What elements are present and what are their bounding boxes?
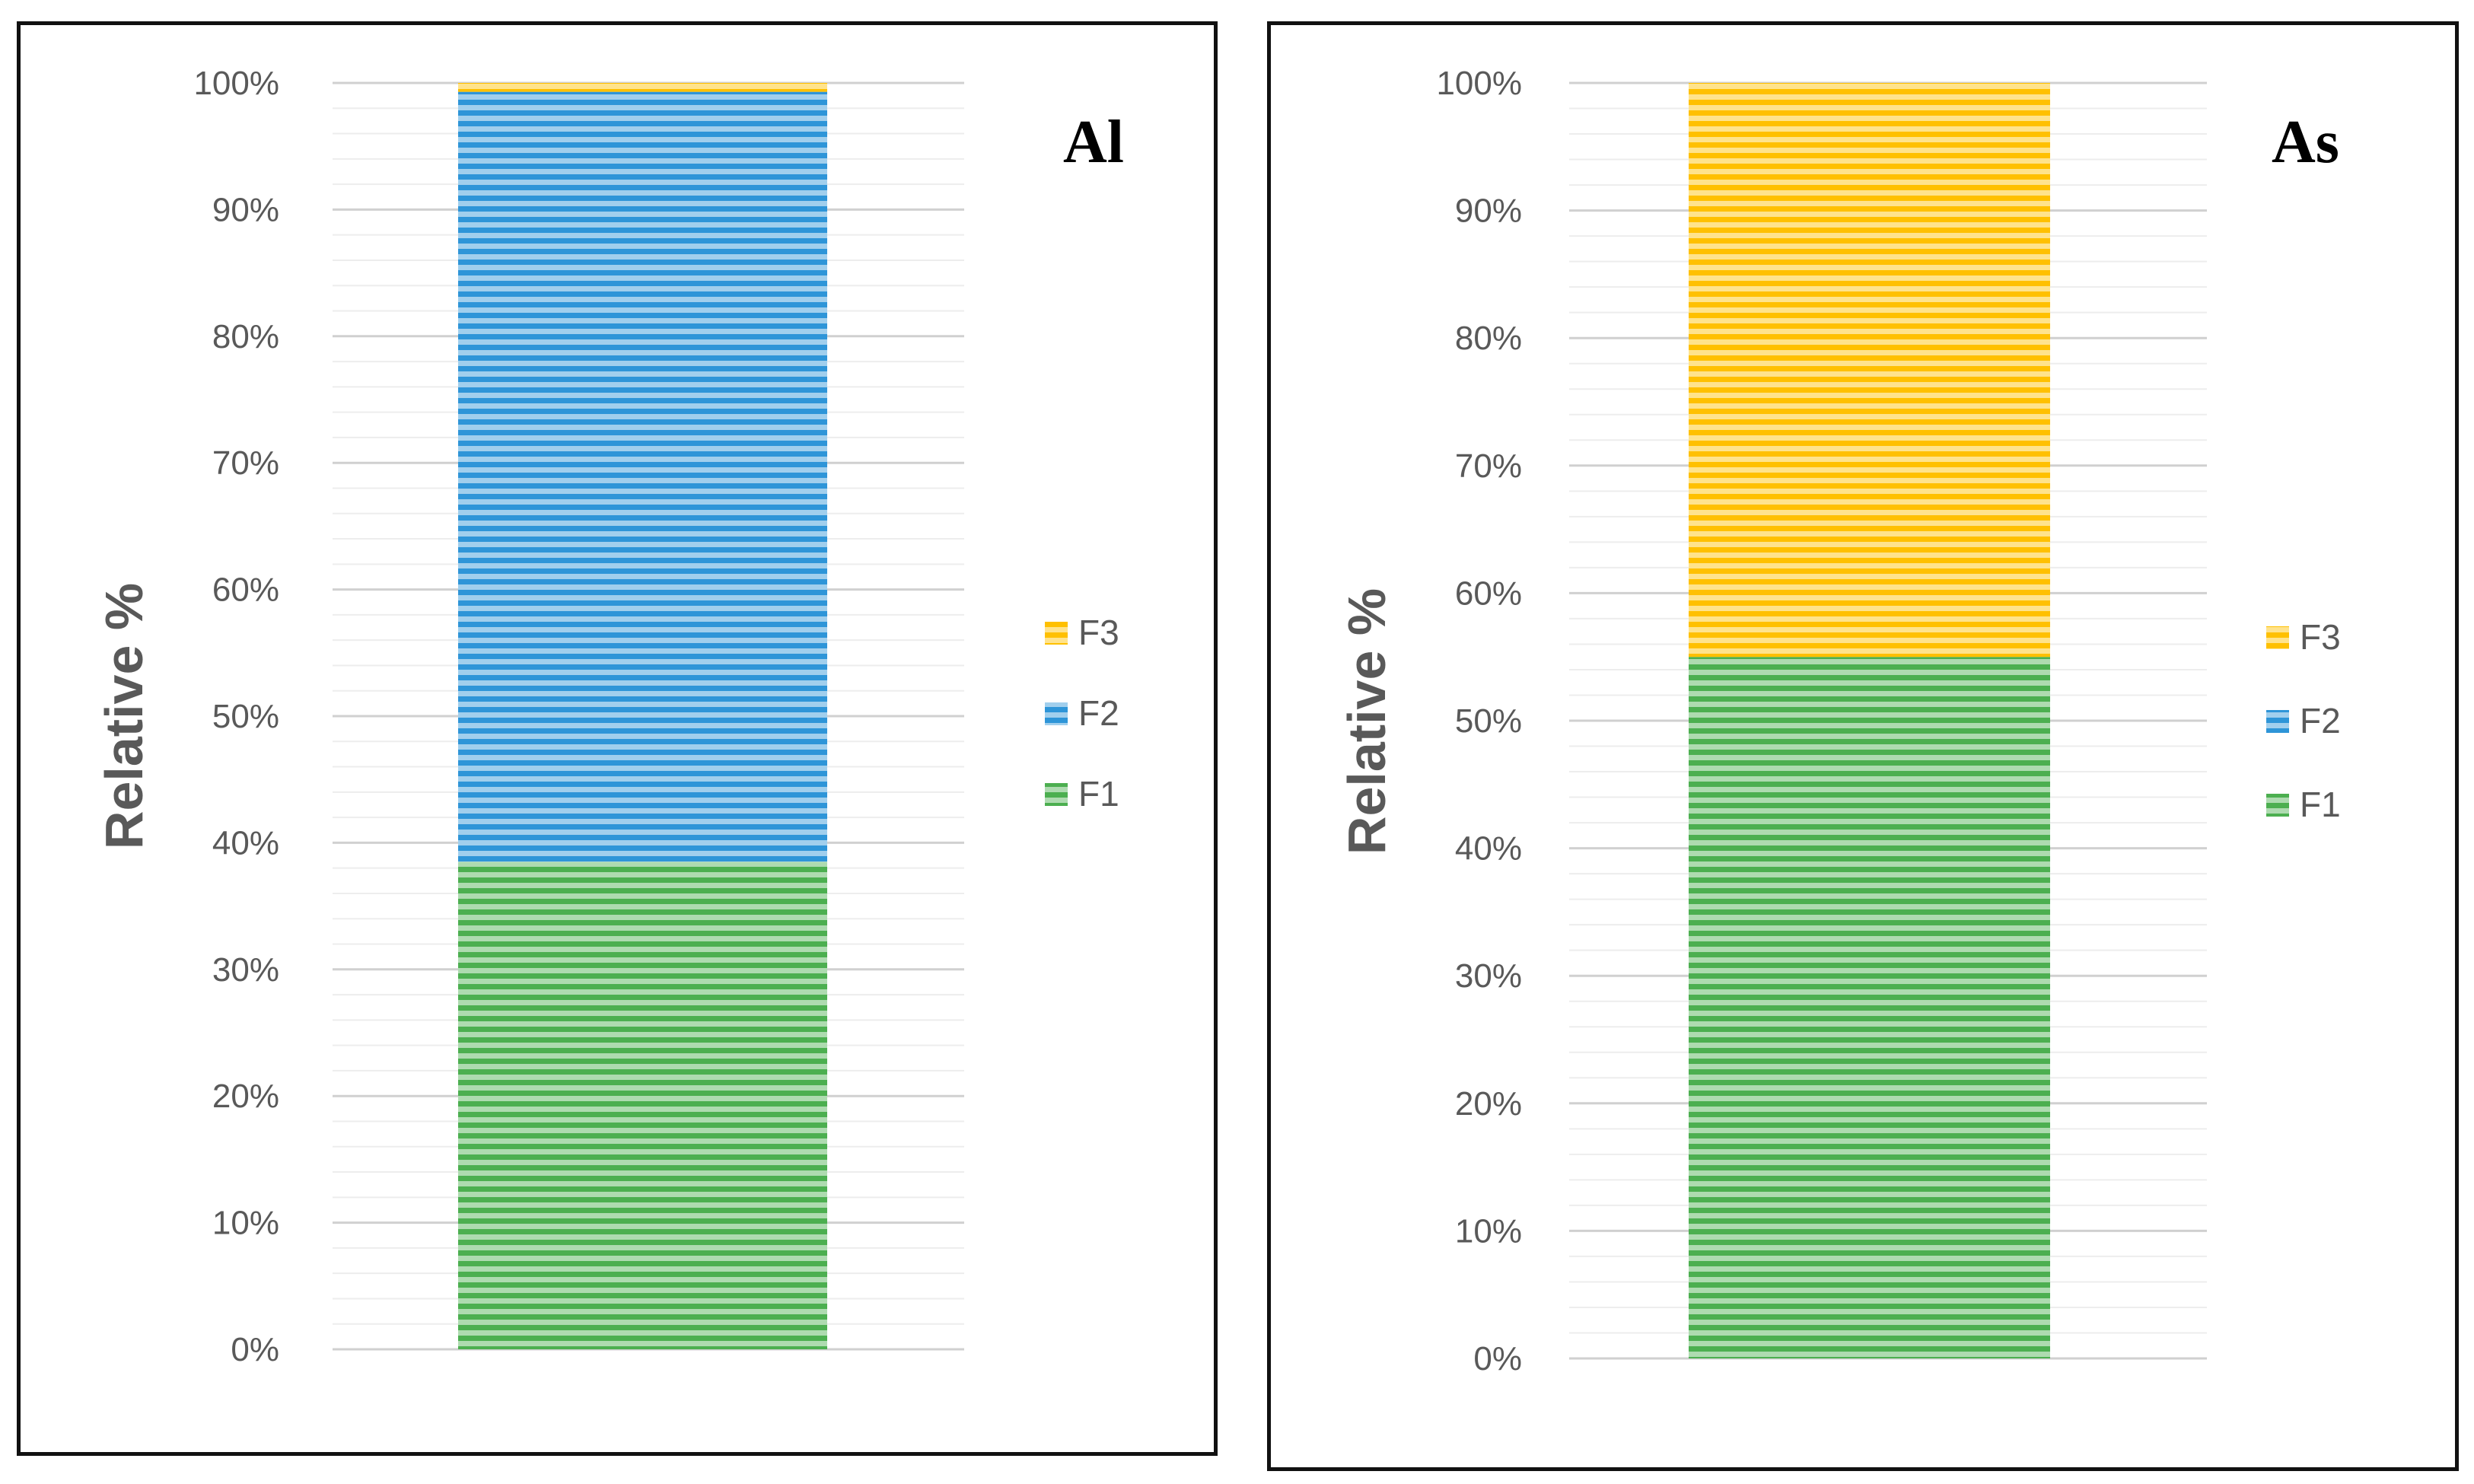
y-tick-label: 90% [212, 191, 279, 228]
y-tick-label: 40% [212, 824, 279, 861]
y-tick-label: 80% [1455, 320, 1522, 357]
chart-panel-as: 0% 10% 20% 30% 40% 50% 60% 70% 80% 90% 100% Relativ… [1267, 21, 2459, 1471]
y-tick-label: 60% [1455, 575, 1522, 612]
y-tick-label: 80% [212, 318, 279, 355]
chart-svg-al: 0% 10% 20% 30% 40% 50% 60% 70% 80% 90% 100% Relativ… [94, 65, 1124, 1368]
chart-svg-as: 0% 10% 20% 30% 40% 50% 60% 70% 80% 90% 100% Relativ… [1337, 65, 2341, 1377]
legend-label-f2: F2 [2300, 701, 2341, 740]
y-tick-label: 20% [212, 1078, 279, 1115]
y-tick-label: 20% [1455, 1085, 1522, 1123]
y-tick-label: 30% [1455, 957, 1522, 995]
y-axis-label: Relative % [94, 583, 154, 849]
y-tick-label: 50% [212, 698, 279, 735]
legend-label-f2: F2 [1078, 693, 1119, 733]
y-tick-label: 10% [212, 1205, 279, 1242]
chart-title: As [2272, 109, 2339, 176]
y-tick-label: 60% [212, 572, 279, 609]
y-tick-label: 100% [1436, 65, 1522, 102]
y-tick-label: 70% [212, 444, 279, 482]
legend-swatch-f1 [2266, 794, 2289, 817]
bar-segment-f1 [458, 861, 827, 1349]
legend-label-f3: F3 [2300, 617, 2341, 657]
chart-title: Al [1063, 109, 1124, 176]
y-tick-label: 30% [212, 951, 279, 989]
y-tick-label: 0% [231, 1331, 279, 1368]
legend-label-f3: F3 [1078, 613, 1119, 652]
y-tick-label: 50% [1455, 702, 1522, 740]
legend-label-f1: F1 [2300, 785, 2341, 824]
y-tick-label: 100% [193, 65, 279, 102]
y-tick-label: 10% [1455, 1212, 1522, 1250]
bar-segment-f3 [458, 83, 827, 92]
bar-segment-f1 [1689, 657, 2050, 1358]
legend-swatch-f3 [2266, 626, 2289, 649]
legend-label-f1: F1 [1078, 774, 1119, 814]
y-tick-label: 70% [1455, 447, 1522, 485]
legend-swatch-f2 [1045, 702, 1068, 725]
legend-swatch-f3 [1045, 622, 1068, 645]
bar-segment-f3 [1689, 83, 2050, 658]
y-tick-label: 40% [1455, 830, 1522, 868]
y-tick-label: 0% [1473, 1340, 1522, 1377]
legend-swatch-f2 [2266, 710, 2289, 733]
y-tick-label: 90% [1455, 193, 1522, 230]
chart-panel-al: 0% 10% 20% 30% 40% 50% 60% 70% 80% 90% 100% Relativ… [17, 21, 1218, 1456]
y-axis-label: Relative % [1337, 588, 1396, 855]
legend-swatch-f1 [1045, 783, 1068, 806]
bar-segment-f2 [458, 91, 827, 862]
